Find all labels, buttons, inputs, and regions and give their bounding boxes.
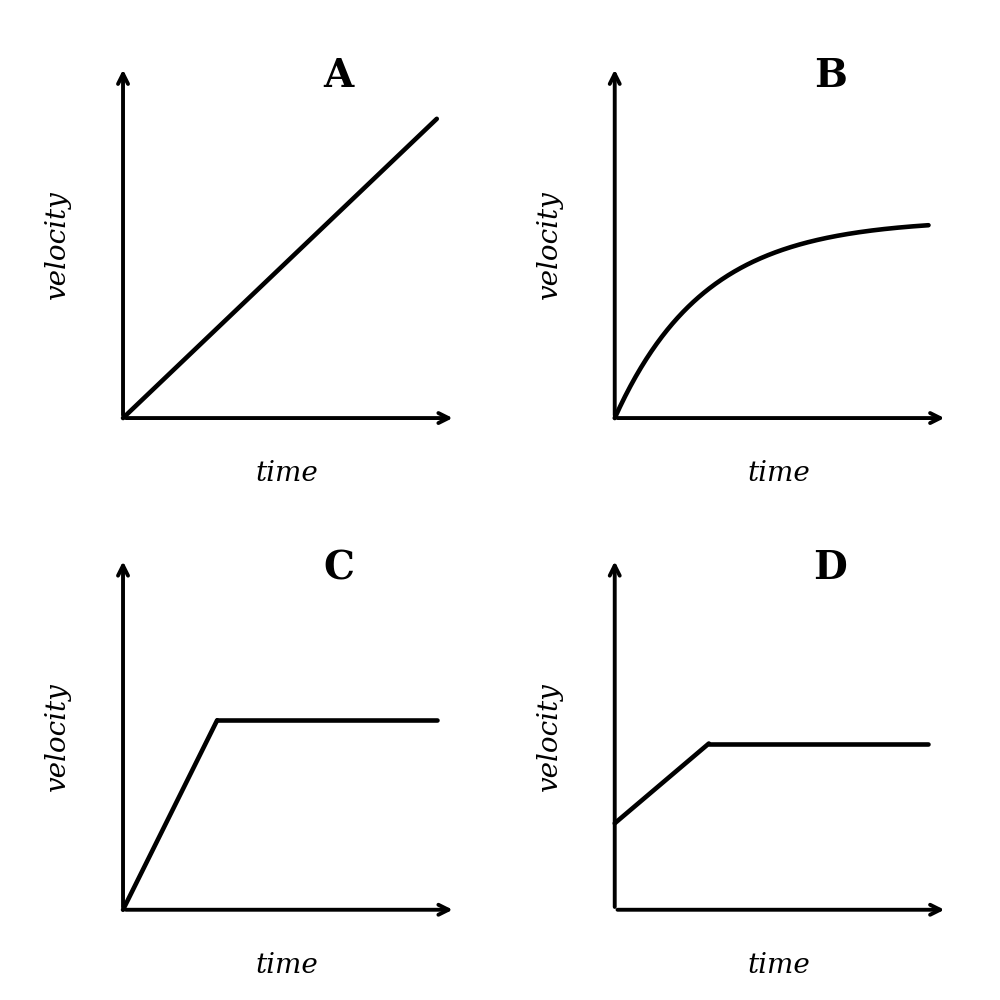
Text: velocity: velocity (44, 190, 71, 299)
Text: velocity: velocity (536, 682, 563, 791)
Text: A: A (323, 57, 354, 95)
Text: D: D (813, 549, 847, 587)
Text: velocity: velocity (44, 682, 71, 791)
Text: time: time (747, 952, 810, 979)
Text: B: B (814, 57, 847, 95)
Text: velocity: velocity (536, 190, 563, 299)
Text: time: time (256, 460, 318, 487)
Text: time: time (256, 952, 318, 979)
Text: C: C (323, 549, 354, 587)
Text: time: time (747, 460, 810, 487)
